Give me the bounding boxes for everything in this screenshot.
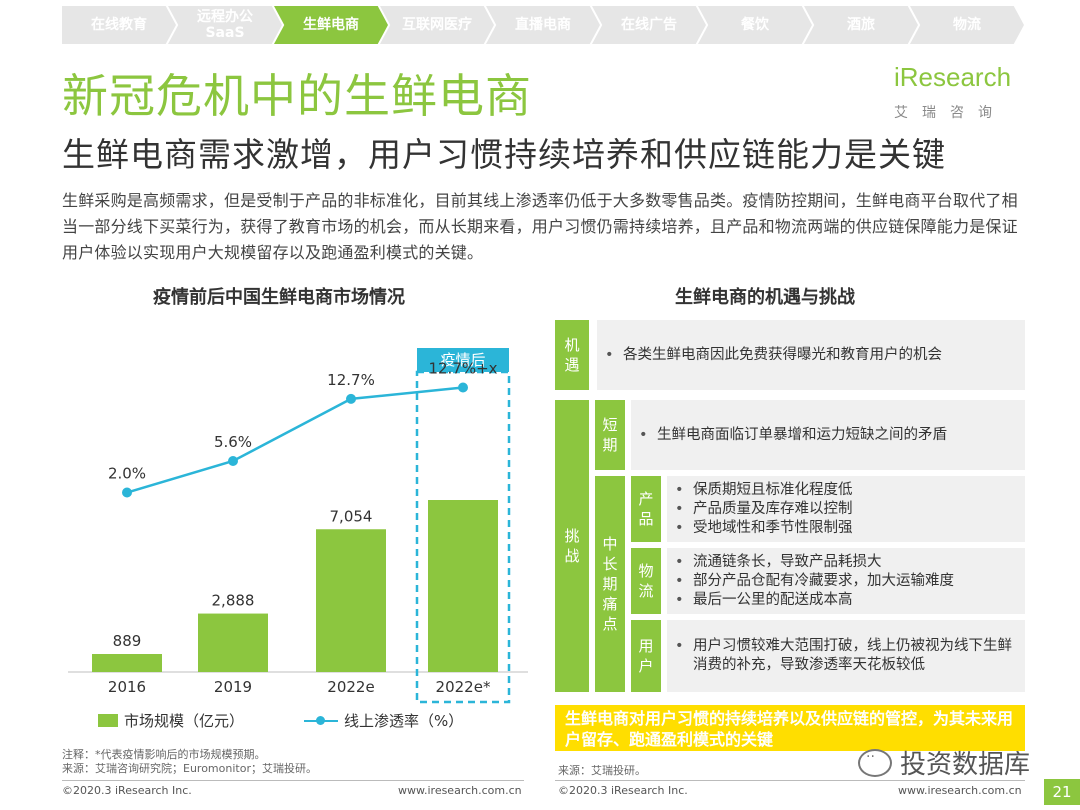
logistics-item: 部分产品仓配有冷藏要求，加大运输难度 xyxy=(667,572,1025,591)
logistics-cell: 流通链条长，导致产品耗损大 部分产品仓配有冷藏要求，加大运输难度 最后一公里的配… xyxy=(667,548,1025,614)
x-tick-2022e: 2022e xyxy=(327,678,374,696)
product-label: 产 品 xyxy=(631,476,661,542)
penetration-point-2022e* xyxy=(458,382,468,393)
nav-item-logistics[interactable]: 物流 xyxy=(910,6,1024,44)
nav-item-online-ads[interactable]: 在线广告 xyxy=(592,6,706,44)
x-tick-2016: 2016 xyxy=(108,678,146,696)
user-label: 用 户 xyxy=(631,620,661,692)
footer-url-right[interactable]: www.iresearch.com.cn xyxy=(898,784,1022,797)
legend-bar-label: 市场规模（亿元） xyxy=(124,712,245,730)
nav-item-live-ecommerce[interactable]: 直播电商 xyxy=(486,6,600,44)
market-chart: 疫情后 889 2016 2,888 2019 7,054 2022e 2022e* 2.0% 5… xyxy=(62,330,532,750)
nav-item-internet-healthcare[interactable]: 互联网医疗 xyxy=(380,6,494,44)
short-term-cell: 生鲜电商面临订单暴增和运力短缺之间的矛盾 xyxy=(631,400,1025,470)
table-section-title: 生鲜电商的机遇与挑战 xyxy=(675,287,855,308)
logistics-list: 流通链条长，导致产品耗损大 部分产品仓配有冷藏要求，加大运输难度 最后一公里的配… xyxy=(667,553,1025,610)
opportunity-label: 机 遇 xyxy=(555,320,589,390)
bar-2022e* xyxy=(428,500,498,672)
logistics-item: 流通链条长，导致产品耗损大 xyxy=(667,553,1025,572)
nav-item-catering[interactable]: 餐饮 xyxy=(698,6,812,44)
user-cell: 用户习惯较难大范围打破，线上仍被视为线下生鲜消费的补充，导致渗透率天花板较低 xyxy=(667,620,1025,692)
page-subtitle: 生鲜电商需求激增，用户习惯持续培养和供应链能力是关键 xyxy=(62,135,946,174)
logo-text: iResearch xyxy=(894,62,1012,92)
top-nav: 在线教育 远程办公 SaaS 生鲜电商 互联网医疗 直播电商 在线广告 餐饮 酒… xyxy=(62,6,1024,44)
product-list: 保质期短且标准化程度低 产品质量及库存难以控制 受地域性和季节性限制强 xyxy=(667,481,1025,538)
chart-legend: 市场规模（亿元） 线上渗透率（%） xyxy=(98,710,463,731)
bar-label-2019: 2,888 xyxy=(212,592,255,610)
penetration-line xyxy=(126,386,464,494)
watermark: 投资数据库 xyxy=(858,744,1030,781)
legend-line-swatch xyxy=(304,714,339,728)
footer-divider-left xyxy=(62,780,524,781)
user-list: 用户习惯较难大范围打破，线上仍被视为线下生鲜消费的补充，导致渗透率天花板较低 xyxy=(667,637,1015,675)
footer-copyright-left: ©2020.3 iResearch Inc. xyxy=(62,784,192,797)
chart-note: 注释：*代表疫情影响后的市场规模预期。 xyxy=(62,748,266,761)
footer-url-left[interactable]: www.iresearch.com.cn xyxy=(398,784,522,797)
post-epidemic-tag xyxy=(417,348,509,372)
logistics-item: 最后一公里的配送成本高 xyxy=(667,591,1025,610)
wechat-icon xyxy=(858,748,892,777)
long-term-label: 中 长 期 痛 点 xyxy=(595,476,625,692)
footer-copyright-right: ©2020.3 iResearch Inc. xyxy=(558,784,688,797)
post-epidemic-tag-label: 疫情后 xyxy=(440,351,485,369)
chart-source: 来源：艾瑞咨询研究院；Euromonitor；艾瑞投研。 xyxy=(62,762,317,775)
chart-section-title: 疫情前后中国生鲜电商市场情况 xyxy=(153,287,405,308)
logo-subtext: 艾瑞咨询 xyxy=(894,105,1006,121)
post-epidemic-highlight-box xyxy=(415,370,511,704)
table-source: 来源：艾瑞投研。 xyxy=(558,764,646,777)
nav-item-remote-office-saas[interactable]: 远程办公 SaaS xyxy=(168,6,282,44)
short-term-label: 短 期 xyxy=(595,400,625,470)
opportunity-item: 各类生鲜电商因此免费获得曝光和教育用户的机会 xyxy=(597,346,1025,365)
x-tick-2022e*: 2022e* xyxy=(436,678,491,696)
legend-line-label: 线上渗透率（%） xyxy=(344,712,464,730)
key-conclusion-banner: 生鲜电商对用户习惯的持续培养以及供应链的管控，为其未来用户留存、跑通盈利模式的关… xyxy=(555,705,1025,751)
logistics-label: 物 流 xyxy=(631,548,661,614)
penetration-label-2022e: 12.7% xyxy=(327,371,375,389)
product-item: 产品质量及库存难以控制 xyxy=(667,500,1025,519)
short-term-list: 生鲜电商面临订单暴增和运力短缺之间的矛盾 xyxy=(631,426,1025,445)
bar-2022e xyxy=(316,529,386,672)
iresearch-logo: iResearch 艾瑞咨询 xyxy=(888,58,1028,124)
market-chart-svg: 疫情后 889 2016 2,888 2019 7,054 2022e 2022e* 2.0% 5… xyxy=(68,348,528,704)
challenge-label: 挑 战 xyxy=(555,400,589,692)
penetration-point-2016 xyxy=(122,487,132,498)
legend-bar-swatch xyxy=(98,714,118,727)
penetration-label-2019: 5.6% xyxy=(214,433,252,451)
penetration-label-2022e*: 12.7%+x xyxy=(428,360,497,378)
chart-notes: 注释：*代表疫情影响后的市场规模预期。 来源：艾瑞咨询研究院；Euromonit… xyxy=(62,748,317,776)
page-number: 21 xyxy=(1044,779,1080,805)
intro-paragraph: 生鲜采购是高频需求，但是受制于产品的非标准化，目前其线上渗透率仍低于大多数零售品… xyxy=(62,191,1018,262)
penetration-label-2016: 2.0% xyxy=(108,465,146,483)
opportunity-cell: 各类生鲜电商因此免费获得曝光和教育用户的机会 xyxy=(597,320,1025,390)
bar-2019 xyxy=(198,613,268,672)
footer-divider-right xyxy=(555,780,1025,781)
penetration-point-2019 xyxy=(228,456,238,466)
penetration-point-2022e xyxy=(346,393,356,404)
short-term-item: 生鲜电商面临订单暴增和运力短缺之间的矛盾 xyxy=(631,426,1025,445)
watermark-text: 投资数据库 xyxy=(900,750,1031,780)
user-item: 用户习惯较难大范围打破，线上仍被视为线下生鲜消费的补充，导致渗透率天花板较低 xyxy=(667,637,1015,675)
bar-label-2016: 889 xyxy=(113,632,142,650)
opportunity-list: 各类生鲜电商因此免费获得曝光和教育用户的机会 xyxy=(597,346,1025,365)
x-tick-2019: 2019 xyxy=(214,678,252,696)
nav-item-online-education[interactable]: 在线教育 xyxy=(62,6,176,44)
bar-label-2022e: 7,054 xyxy=(330,507,373,525)
nav-item-fresh-ecommerce[interactable]: 生鲜电商 xyxy=(274,6,388,44)
product-item: 受地域性和季节性限制强 xyxy=(667,519,1025,538)
page-title: 新冠危机中的生鲜电商 xyxy=(62,69,532,123)
bar-2016 xyxy=(92,654,162,672)
product-item: 保质期短且标准化程度低 xyxy=(667,481,1025,500)
nav-item-hotel-travel[interactable]: 酒旅 xyxy=(804,6,918,44)
product-cell: 保质期短且标准化程度低 产品质量及库存难以控制 受地域性和季节性限制强 xyxy=(667,476,1025,542)
